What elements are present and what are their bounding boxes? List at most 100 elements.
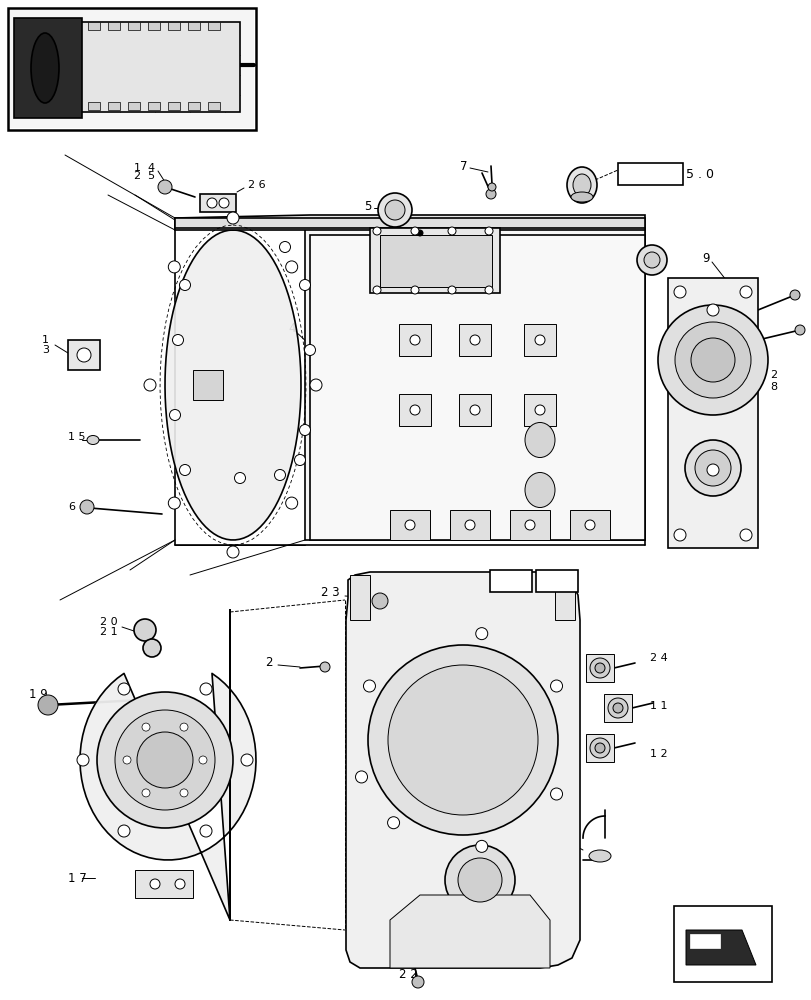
Bar [148,22,160,30]
Text: 1 7: 1 7 [68,871,87,884]
Circle shape [299,279,310,290]
Polygon shape [200,194,236,212]
Circle shape [118,825,130,837]
Polygon shape [345,572,579,968]
Text: 1: 1 [42,335,49,345]
Bar [489,570,531,592]
Circle shape [227,212,238,224]
Bar [80,22,240,112]
Polygon shape [603,694,631,722]
Circle shape [137,732,193,788]
Circle shape [594,743,604,753]
Ellipse shape [87,436,99,444]
Circle shape [470,405,479,415]
Bar [168,102,180,110]
Ellipse shape [525,422,554,458]
Text: 2 1: 2 1 [100,627,118,637]
Circle shape [279,241,290,252]
Text: 7: 7 [460,159,467,172]
Bar [128,102,139,110]
Circle shape [484,227,492,235]
Polygon shape [305,228,644,540]
Bar [389,510,430,540]
Text: 1 3: 1 3 [547,836,566,848]
Bar [617,163,682,185]
Text: 5 . 0: 5 . 0 [685,167,713,180]
Text: 2 0: 2 0 [100,617,118,627]
Circle shape [410,335,419,345]
Bar [509,510,549,540]
Circle shape [285,497,298,509]
Circle shape [134,619,156,641]
Circle shape [168,261,180,273]
Circle shape [320,662,329,672]
Bar [168,22,180,30]
Circle shape [789,290,799,300]
Text: 8: 8 [769,382,776,392]
Text: 4: 4 [288,322,295,334]
Ellipse shape [573,174,590,196]
Circle shape [550,788,562,800]
Circle shape [739,286,751,298]
Polygon shape [389,895,549,968]
Text: 1 5: 1 5 [68,432,85,442]
Circle shape [179,464,191,476]
Circle shape [690,338,734,382]
Circle shape [234,473,245,484]
Bar [398,324,431,356]
Polygon shape [554,575,574,620]
Bar [398,394,431,426]
Circle shape [169,410,180,420]
Text: 2 4: 2 4 [649,653,667,663]
Ellipse shape [31,33,59,103]
Circle shape [38,695,58,715]
Circle shape [643,252,659,268]
Circle shape [143,639,161,657]
Text: 1 9: 1 9 [29,688,48,702]
Bar [208,22,220,30]
Circle shape [142,723,150,731]
Text: 3: 3 [42,345,49,355]
Text: 1 0: 1 0 [620,251,639,264]
Circle shape [410,405,419,415]
Polygon shape [80,610,255,920]
Bar [535,570,577,592]
Circle shape [470,335,479,345]
Bar [8,8,255,130]
Text: 2: 2 [769,370,776,380]
Circle shape [294,454,305,466]
Text: 1 . 7: 1 . 7 [635,167,663,180]
Polygon shape [175,215,644,230]
Circle shape [199,756,207,764]
Text: 2  5: 2 5 [134,171,155,181]
Circle shape [636,245,666,275]
Circle shape [371,593,388,609]
Circle shape [410,227,418,235]
Text: 1 6: 1 6 [501,574,520,587]
Circle shape [417,230,423,236]
Bar [380,235,491,287]
Bar [370,228,500,293]
Circle shape [657,305,767,415]
Polygon shape [175,218,644,228]
Circle shape [684,440,740,496]
Circle shape [405,520,414,530]
Circle shape [487,183,496,191]
Circle shape [457,858,501,902]
Circle shape [550,680,562,692]
Bar [10,10,254,128]
Bar [569,510,609,540]
Circle shape [77,348,91,362]
Circle shape [172,334,183,346]
Circle shape [388,665,538,815]
Text: 5: 5 [364,200,371,214]
Circle shape [584,520,594,530]
Polygon shape [689,934,719,948]
Polygon shape [350,575,370,620]
Circle shape [77,754,89,766]
Circle shape [207,198,217,208]
Circle shape [475,628,487,640]
Circle shape [367,645,557,835]
Ellipse shape [525,473,554,508]
Polygon shape [165,230,301,540]
